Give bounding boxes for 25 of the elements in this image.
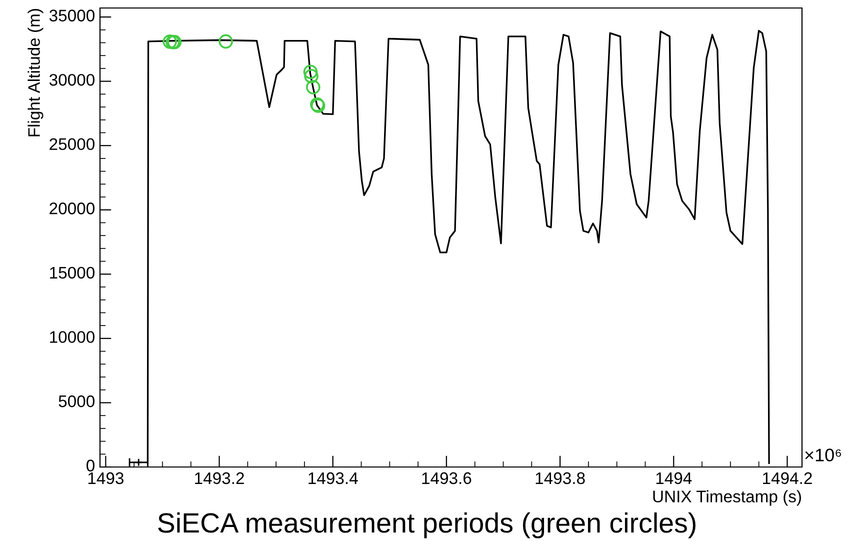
y-tick-label: 5000 (58, 395, 94, 408)
point (218, 34, 233, 49)
point (162, 34, 178, 49)
y-tick-label: 25000 (50, 138, 94, 150)
x-tick-label: 1493 (88, 472, 124, 484)
x-tick-label: 1494 (656, 472, 692, 484)
point (134, 458, 143, 467)
x-tick-label: 1494.2 (763, 472, 812, 484)
x-tick-label: 1493.2 (195, 472, 244, 484)
y-tick-label: 0 (86, 460, 94, 472)
text: SiECA measurement periods (green circles) (158, 512, 696, 538)
point (306, 80, 320, 94)
y-tick-label: 20000 (50, 202, 94, 214)
y-tick-label: 30000 (49, 74, 94, 86)
point (303, 64, 318, 80)
y-tick-label: 35000 (49, 10, 94, 22)
y-tick-label: 10000 (50, 331, 94, 343)
y-axis-title: Flight Altitude (m) (28, 9, 44, 136)
x-tick-label: 1493.8 (536, 472, 585, 484)
text: ×10⁶ (805, 448, 841, 462)
y-tick-label: 15000 (50, 266, 94, 279)
point (304, 68, 318, 84)
x-tick-label: 1493.6 (422, 472, 472, 484)
x-axis-title: UNIX Timestamp (s) (653, 490, 801, 506)
x-tick-label: 1493.4 (308, 472, 358, 484)
